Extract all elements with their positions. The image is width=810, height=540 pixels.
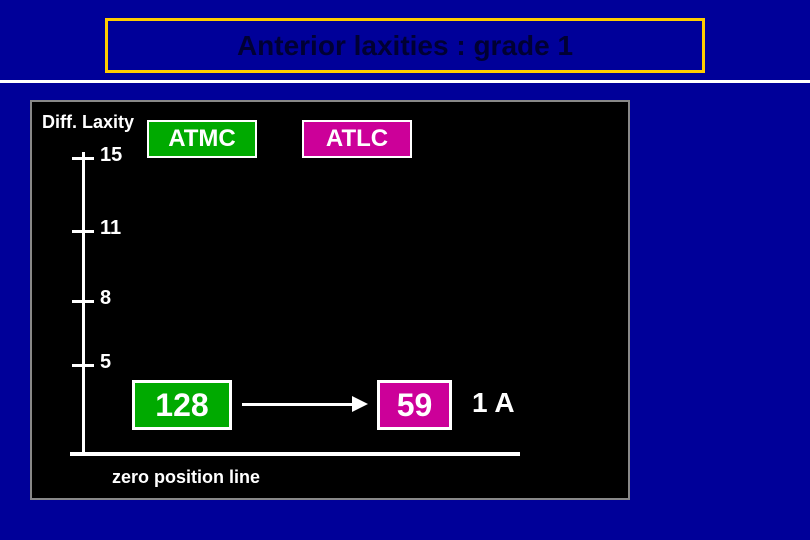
- arrow-head-icon: [352, 396, 368, 412]
- chart-area: Diff. Laxity 15 11 8 5 ATMC ATLC 128 59 …: [30, 100, 630, 500]
- value-suffix: 1 A: [472, 387, 515, 419]
- arrow-line: [242, 403, 352, 406]
- value-text: 128: [155, 387, 208, 424]
- y-tick-label: 5: [100, 351, 111, 374]
- value-box-atlc: 59: [377, 380, 452, 430]
- divider-line: [0, 80, 810, 83]
- y-tick-label: 8: [100, 287, 111, 310]
- zero-line-label: zero position line: [112, 467, 260, 488]
- y-axis-title: Diff. Laxity: [42, 112, 134, 133]
- y-tick: [72, 157, 94, 160]
- value-box-atmc: 128: [132, 380, 232, 430]
- legend-atlc: ATLC: [302, 120, 412, 158]
- legend-label: ATMC: [168, 125, 236, 153]
- legend-atmc: ATMC: [147, 120, 257, 158]
- y-tick-label: 15: [100, 144, 122, 167]
- legend-label: ATLC: [326, 125, 388, 153]
- y-tick: [72, 300, 94, 303]
- y-tick: [72, 230, 94, 233]
- page-title: Anterior laxities : grade 1: [237, 30, 573, 62]
- title-box: Anterior laxities : grade 1: [105, 18, 705, 73]
- y-tick: [72, 364, 94, 367]
- value-text: 59: [397, 387, 433, 424]
- zero-position-line: [70, 452, 520, 456]
- y-tick-label: 11: [100, 217, 121, 240]
